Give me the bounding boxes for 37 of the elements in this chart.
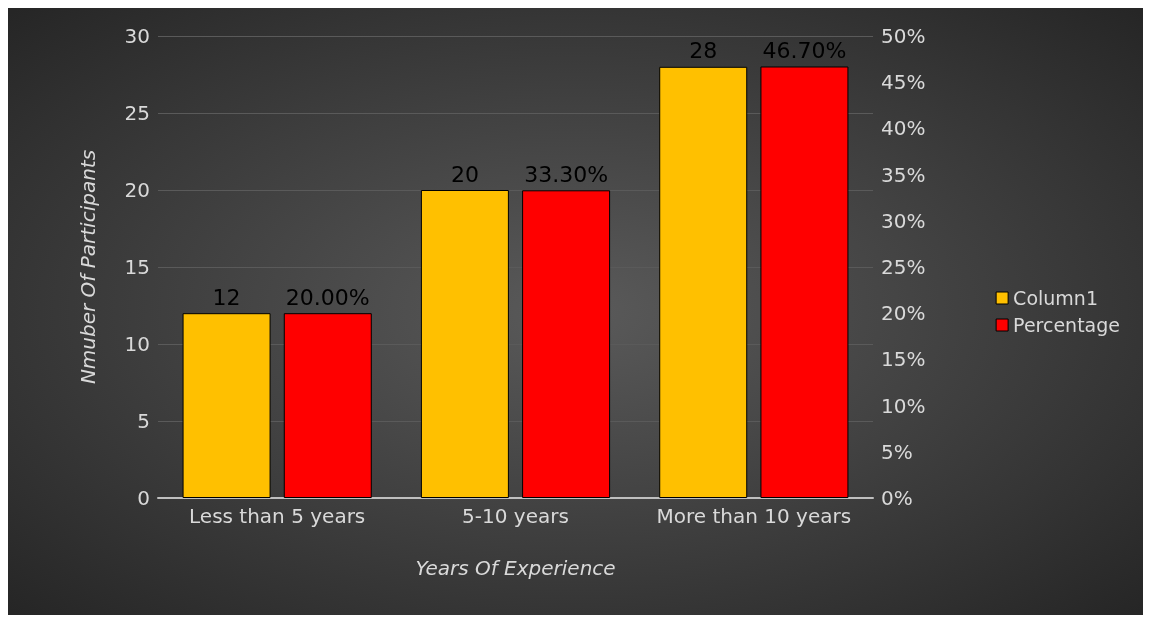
data-label: 20 <box>450 161 479 187</box>
data-label: 33.30% <box>524 161 609 187</box>
bar <box>659 66 748 498</box>
y-tick-label: 15 <box>124 255 150 279</box>
y2-tick-label: 30% <box>881 208 926 233</box>
y2-tick-label: 35% <box>881 162 926 187</box>
x-axis-title: Years Of Experience <box>415 556 616 580</box>
bar <box>522 190 611 498</box>
data-label: 28 <box>689 38 718 64</box>
bar <box>760 66 849 498</box>
bar <box>182 313 271 498</box>
y2-tick-label: 20% <box>881 301 926 326</box>
y2-tick-label: 50% <box>881 24 926 48</box>
y2-tick-label: 0% <box>881 486 913 510</box>
x-tick-label: Less than 5 years <box>189 504 366 528</box>
legend-label: Percentage <box>1013 314 1121 336</box>
data-label: 12 <box>212 284 241 310</box>
y2-tick-label: 40% <box>881 116 926 141</box>
bar <box>283 313 372 498</box>
bar <box>420 190 509 498</box>
x-tick-label: 5-10 years <box>462 504 569 528</box>
data-label: 20.00% <box>285 284 370 310</box>
y-tick-label: 0 <box>137 486 150 510</box>
y-tick-label: 25 <box>124 101 150 125</box>
y-tick-label: 5 <box>137 409 150 433</box>
legend-label: Column1 <box>1013 287 1098 309</box>
y-tick-label: 30 <box>124 24 150 48</box>
y2-tick-label: 5% <box>881 439 913 464</box>
y-tick-label: 10 <box>124 332 150 356</box>
y2-tick-label: 45% <box>881 70 926 95</box>
y2-tick-label: 15% <box>881 347 926 372</box>
y2-tick-label: 10% <box>881 393 926 418</box>
y-axis-title: Nmuber Of Participants <box>76 149 100 385</box>
data-label: 46.70% <box>762 37 847 63</box>
y-tick-label: 20 <box>124 178 150 202</box>
y2-tick-label: 25% <box>881 255 926 279</box>
x-tick-label: More than 10 years <box>656 504 852 528</box>
